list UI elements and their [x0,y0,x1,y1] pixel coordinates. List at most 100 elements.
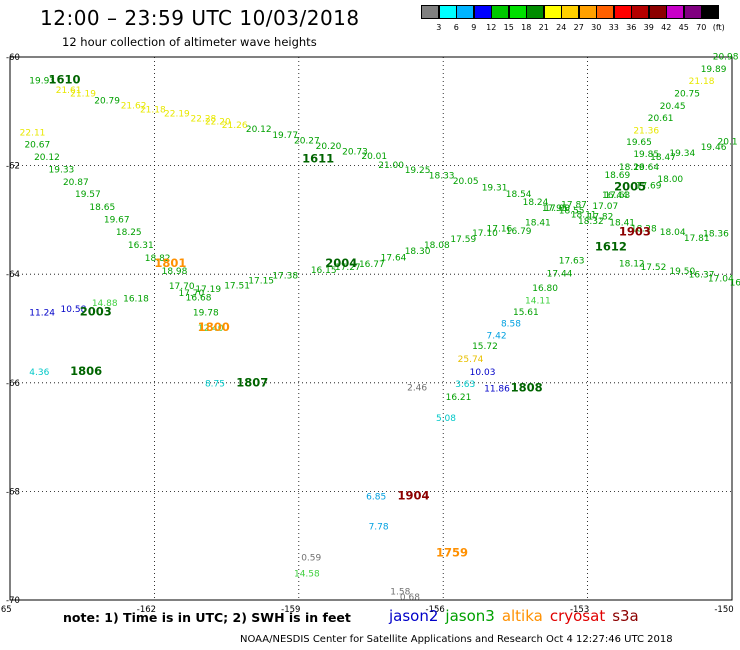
scale-label: 36 [626,23,637,32]
wave-height-value: 21.26 [222,121,248,131]
wave-height-value: 10.58 [61,305,87,315]
wave-height-value: 20.61 [648,114,674,124]
wave-height-value: 18.11 [571,211,597,221]
wave-height-value: 16.80 [532,284,558,294]
map-frame [9,56,733,601]
wave-height-value: 19.77 [272,131,298,141]
wave-height-value: 17.38 [272,272,298,282]
wave-height-value: 21.00 [378,161,404,171]
wave-height-value: 17.63 [559,256,585,266]
wave-height-value: 20.75 [674,90,700,100]
wave-height-value: 21.18 [689,77,715,87]
pass-time-label: 1759 [436,546,468,560]
scale-label: 39 [643,23,654,32]
wave-height-value: 18.98 [162,267,188,277]
pass-time-label: 1610 [49,73,81,87]
lat-tick-label: -68 [6,487,20,497]
pass-time-label: 1807 [236,376,268,390]
satellite-legend: jason2 jason3 altika cryosat s3a [389,607,646,625]
legend-altika: altika [501,607,543,625]
legend-jason2: jason2 [389,607,439,625]
wave-height-value: 20.1 [718,137,738,147]
wave-height-value: 17.19 [195,285,221,295]
wave-height-value: 20.73 [342,148,368,158]
wave-height-value: 25.74 [458,355,484,365]
wave-height-value: 17.70 [178,289,204,299]
pass-time-label: 2005 [614,180,646,194]
wave-height-value: 18.28 [631,224,657,234]
wave-height-value: 18.47 [650,153,676,163]
axis-tick-labels: -60 -62 -64 -66 -68 -70-165 -162 -159 -156 -153 -1… [0,53,734,615]
wave-height-value: 22.20 [205,117,231,127]
wave-height-value: 17.00 [544,204,570,214]
wave-height-value: 19.50 [669,267,695,277]
wave-height-value: 21.19 [70,90,96,100]
pass-time-label: 2004 [325,256,357,270]
wave-height-value: 4.36 [29,368,49,378]
scale-label: 27 [573,23,584,32]
wave-height-value: 0.68 [400,593,420,603]
wave-height-value: 19.64 [633,163,659,173]
wave-height-value: 17.95 [542,204,568,214]
scale-label: (ft) [712,23,725,32]
pass-time-label: 1801 [154,256,186,270]
lat-tick-label: -66 [6,379,20,389]
wave-height-value: 3.63 [455,380,475,390]
wave-height-value: 17.07 [592,202,618,212]
scale-label: 30 [591,23,602,32]
wave-height-value: 16.18 [123,294,149,304]
wave-height-value: 17.16 [487,224,513,234]
wave-height-value: 17.81 [684,234,710,244]
wave-height-value: 19.78 [193,308,219,318]
scale-label: 24 [556,23,567,32]
wave-height-value: 20.01 [361,152,387,162]
wave-height-value: 15.61 [513,308,539,318]
wave-height-value: 17.27 [335,263,361,273]
wave-height-value: 8.58 [501,319,521,329]
wave-height-value: 16.77 [359,260,385,270]
wave-height-value: 8.75 [205,380,225,390]
wave-height-value: 18.54 [506,190,532,200]
wave-height-value: 21.36 [633,127,659,137]
scale-label: 18 [521,23,532,32]
wave-height-value: 21.61 [56,86,82,96]
lat-tick-label: -62 [6,162,20,172]
wave-height-value: 16.37 [689,270,715,280]
wave-height-value: 11.24 [29,308,55,318]
lat-tick-label: -70 [6,596,20,606]
lat-tick-label: -64 [6,270,20,280]
wave-height-value: 11.86 [484,384,510,394]
scale-label: 70 [696,23,707,32]
wave-height-value: 18.30 [405,247,431,257]
wave-height-value: 20.45 [660,102,686,112]
wave-height-value: 18.36 [703,230,729,240]
wave-height-value: 19.57 [75,190,101,200]
wave-height-value: 16.79 [506,227,532,237]
wave-height-value: 18.55 [559,206,585,216]
wave-height-value: 21.18 [140,105,166,115]
lon-tick-label: -156 [426,605,445,615]
legend-cryosat: cryosat [549,607,606,625]
wave-height-value: 14.11 [525,297,551,307]
wave-height-value: 18.41 [525,218,551,228]
wave-height-value: 17.10 [472,229,498,239]
wave-height-value: 19.34 [669,149,695,159]
wave-height-value: 7.78 [369,522,389,532]
pass-time-label: 1611 [302,151,334,165]
lat-tick-label: -60 [6,53,20,63]
wave-height-value: 18.12 [619,260,645,270]
wave-height-value: 19.67 [104,216,130,226]
wave-height-value: 17.70 [169,282,195,292]
wave-height-value: 20.87 [63,178,89,188]
footnote: note: 1) Time is in UTC; 2) SWH is in fe… [63,610,351,625]
wave-height-value: 6.85 [366,493,386,503]
wave-height-value: 16.44 [602,191,628,201]
wave-height-value: 7.42 [487,331,507,341]
wave-height-value: 22.11 [20,129,46,139]
pass-time-label: 1904 [397,489,429,503]
pass-time-label: 1800 [198,320,230,334]
wave-height-value: 0.59 [301,553,321,563]
wave-height-value: 20.67 [24,141,50,151]
wave-height-value: 17.52 [641,263,667,273]
